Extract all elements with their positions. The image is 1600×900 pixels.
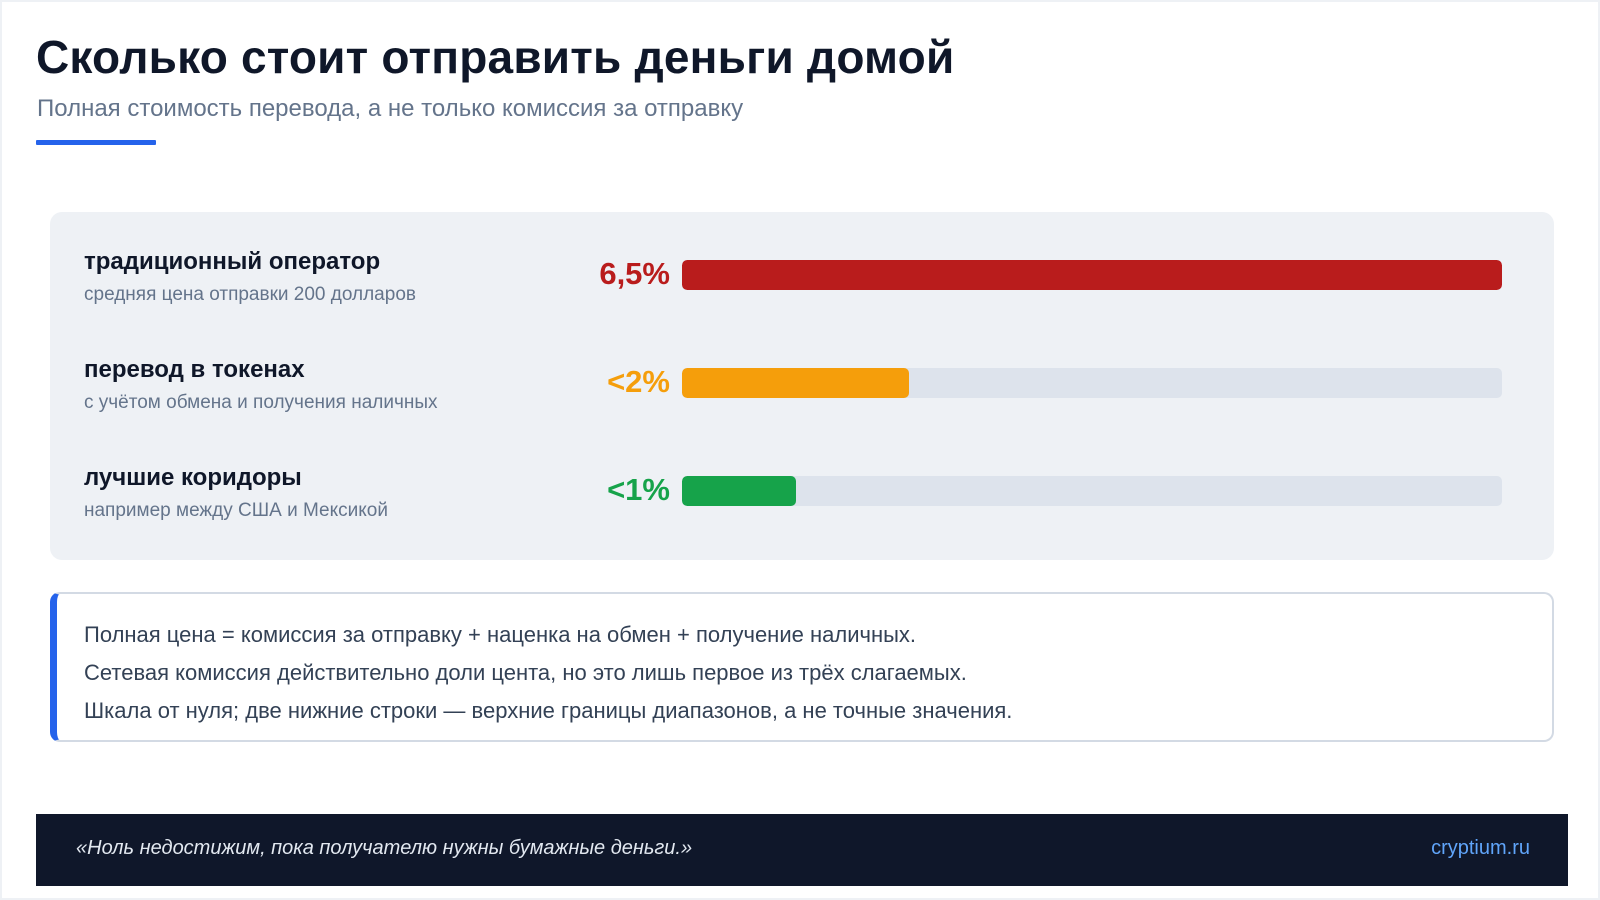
bar-category-name: лучшие коридоры xyxy=(84,464,302,491)
cost-bar-chart: традиционный оператор средняя цена отправ… xyxy=(50,212,1554,560)
footer-bar: «Ноль недостижим, пока получателю нужны … xyxy=(36,814,1568,886)
bar-value-label: 6,5% xyxy=(599,256,670,291)
bar-row-label: перевод в токенах с учётом обмена и получ… xyxy=(84,356,524,414)
bar-value-label: <2% xyxy=(607,364,670,399)
bar-category-description: с учётом обмена и получения наличных xyxy=(84,392,438,413)
bar-category-name: перевод в токенах xyxy=(84,356,305,383)
bar-fill xyxy=(682,368,909,398)
note-line: Полная цена = комиссия за отправку + нац… xyxy=(84,622,917,647)
bar-track xyxy=(682,476,1502,506)
bar-value-label: <1% xyxy=(607,472,670,507)
bar-fill xyxy=(682,476,796,506)
title-accent-rule xyxy=(36,140,156,145)
explanation-note: Полная цена = комиссия за отправку + нац… xyxy=(50,592,1554,742)
bar-category-description: например между США и Мексикой xyxy=(84,500,388,521)
footer-quote: «Ноль недостижим, пока получателю нужны … xyxy=(76,837,693,859)
note-line: Шкала от нуля; две нижние строки — верхн… xyxy=(84,698,1013,723)
page-title: Сколько стоит отправить деньги домой xyxy=(36,31,955,83)
bar-row-label: лучшие коридоры например между США и Мекс… xyxy=(84,464,524,522)
bar-category-description: средняя цена отправки 200 долларов xyxy=(84,284,416,305)
note-line: Сетевая комиссия действительно доли цент… xyxy=(84,660,967,685)
bar-fill xyxy=(682,260,1502,290)
page-subtitle: Полная стоимость перевода, а не только к… xyxy=(37,95,744,122)
bar-track xyxy=(682,368,1502,398)
footer-site-link[interactable]: cryptium.ru xyxy=(1431,837,1530,859)
bar-category-name: традиционный оператор xyxy=(84,248,381,275)
bar-track xyxy=(682,260,1502,290)
bar-row-label: традиционный оператор средняя цена отправ… xyxy=(84,248,524,306)
